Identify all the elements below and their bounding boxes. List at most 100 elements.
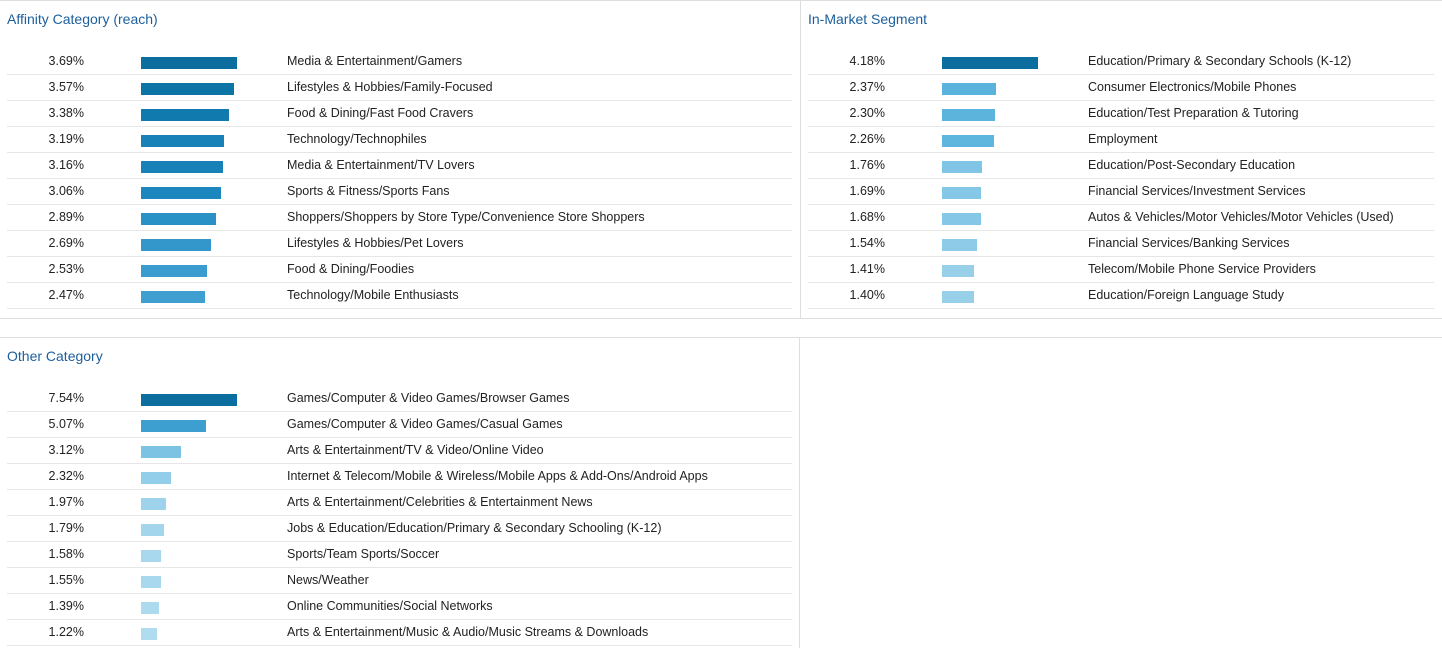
category-row: 1.22% Arts & Entertainment/Music & Audio/… [7, 620, 792, 646]
percent-value: 1.40% [849, 288, 885, 302]
percent-bar [141, 394, 237, 406]
percent-bar [141, 472, 171, 484]
category-label: Education/Foreign Language Study [1088, 288, 1284, 302]
percent-bar [141, 420, 206, 432]
category-row: 1.69% Financial Services/Investment Servi… [808, 179, 1434, 205]
category-row: 1.58% Sports/Team Sports/Soccer [7, 542, 792, 568]
percent-value: 1.39% [48, 599, 84, 613]
affinity-category-panel: Affinity Category (reach) 3.69% Media & E… [0, 1, 800, 318]
percent-bar [141, 83, 234, 95]
category-label: Consumer Electronics/Mobile Phones [1088, 80, 1297, 94]
percent-bar [141, 265, 207, 277]
percent-bar [141, 109, 229, 121]
percent-bar [141, 213, 216, 225]
category-row: 1.40% Education/Foreign Language Study [808, 283, 1434, 309]
column-divider-bottom [799, 338, 800, 648]
percent-bar [942, 57, 1038, 69]
percent-bar [141, 628, 157, 640]
category-row: 3.16% Media & Entertainment/TV Lovers [7, 153, 792, 179]
category-label: Financial Services/Investment Services [1088, 184, 1306, 198]
percent-value: 3.19% [48, 132, 84, 146]
category-label: Internet & Telecom/Mobile & Wireless/Mob… [287, 469, 708, 483]
top-divider [0, 0, 1442, 1]
category-row: 1.79% Jobs & Education/Education/Primary … [7, 516, 792, 542]
category-label: Technology/Technophiles [287, 132, 427, 146]
percent-value: 5.07% [48, 417, 84, 431]
category-row: 3.69% Media & Entertainment/Gamers [7, 49, 792, 75]
in-market-segment-panel: In-Market Segment 4.18% Education/Primary… [801, 1, 1442, 318]
category-row: 2.37% Consumer Electronics/Mobile Phones [808, 75, 1434, 101]
percent-bar [141, 57, 237, 69]
category-row: 3.12% Arts & Entertainment/TV & Video/Onl… [7, 438, 792, 464]
percent-value: 1.69% [849, 184, 885, 198]
category-label: Education/Test Preparation & Tutoring [1088, 106, 1299, 120]
percent-value: 2.47% [48, 288, 84, 302]
percent-bar [942, 161, 982, 173]
percent-value: 1.97% [48, 495, 84, 509]
category-label: Lifestyles & Hobbies/Family-Focused [287, 80, 493, 94]
percent-bar [141, 135, 224, 147]
category-list: 3.69% Media & Entertainment/Gamers 3.57% Li… [7, 49, 792, 309]
percent-bar [141, 239, 211, 251]
percent-value: 1.68% [849, 210, 885, 224]
category-row: 5.07% Games/Computer & Video Games/Casual… [7, 412, 792, 438]
category-row: 1.76% Education/Post-Secondary Education [808, 153, 1434, 179]
percent-bar [942, 291, 974, 303]
category-label: Autos & Vehicles/Motor Vehicles/Motor Ve… [1088, 210, 1394, 224]
section-divider [0, 318, 1442, 319]
percent-value: 1.76% [849, 158, 885, 172]
category-row: 7.54% Games/Computer & Video Games/Browse… [7, 386, 792, 412]
percent-bar [942, 187, 981, 199]
percent-value: 2.37% [849, 80, 885, 94]
category-row: 1.55% News/Weather [7, 568, 792, 594]
category-label: Online Communities/Social Networks [287, 599, 493, 613]
panel-title: Other Category [7, 348, 103, 364]
percent-value: 1.54% [849, 236, 885, 250]
panel-title: In-Market Segment [808, 11, 928, 27]
percent-bar [942, 109, 995, 121]
category-label: Media & Entertainment/TV Lovers [287, 158, 475, 172]
category-label: Shoppers/Shoppers by Store Type/Convenie… [287, 210, 645, 224]
percent-bar [141, 446, 181, 458]
category-label: Financial Services/Banking Services [1088, 236, 1290, 250]
category-label: Games/Computer & Video Games/Casual Game… [287, 417, 563, 431]
percent-value: 2.26% [849, 132, 885, 146]
category-row: 1.41% Telecom/Mobile Phone Service Provid… [808, 257, 1434, 283]
category-row: 1.97% Arts & Entertainment/Celebrities & … [7, 490, 792, 516]
category-row: 2.32% Internet & Telecom/Mobile & Wireles… [7, 464, 792, 490]
category-row: 4.18% Education/Primary & Secondary Schoo… [808, 49, 1434, 75]
percent-value: 2.32% [48, 469, 84, 483]
category-label: Games/Computer & Video Games/Browser Gam… [287, 391, 570, 405]
percent-value: 1.55% [48, 573, 84, 587]
category-label: Telecom/Mobile Phone Service Providers [1088, 262, 1316, 276]
category-label: Arts & Entertainment/Music & Audio/Music… [287, 625, 649, 639]
category-label: Arts & Entertainment/Celebrities & Enter… [287, 495, 593, 509]
category-row: 3.38% Food & Dining/Fast Food Cravers [7, 101, 792, 127]
percent-bar [942, 83, 996, 95]
percent-value: 3.16% [48, 158, 84, 172]
column-divider-top [800, 0, 801, 318]
category-label: Technology/Mobile Enthusiasts [287, 288, 459, 302]
category-label: Sports/Team Sports/Soccer [287, 547, 440, 561]
percent-value: 1.79% [48, 521, 84, 535]
percent-value: 3.12% [48, 443, 84, 457]
category-label: Jobs & Education/Education/Primary & Sec… [287, 521, 662, 535]
panel-title: Affinity Category (reach) [7, 11, 158, 27]
percent-value: 4.18% [849, 54, 885, 68]
percent-bar [942, 135, 994, 147]
category-row: 2.30% Education/Test Preparation & Tutori… [808, 101, 1434, 127]
percent-value: 3.06% [48, 184, 84, 198]
percent-value: 3.69% [48, 54, 84, 68]
percent-value: 2.53% [48, 262, 84, 276]
percent-value: 2.69% [48, 236, 84, 250]
category-label: Media & Entertainment/Gamers [287, 54, 463, 68]
category-label: Education/Post-Secondary Education [1088, 158, 1296, 172]
percent-value: 7.54% [48, 391, 84, 405]
section-divider-second [0, 337, 1442, 338]
category-label: News/Weather [287, 573, 369, 587]
category-row: 1.54% Financial Services/Banking Services [808, 231, 1434, 257]
category-label: Food & Dining/Foodies [287, 262, 415, 276]
percent-bar [942, 213, 981, 225]
percent-bar [141, 576, 161, 588]
